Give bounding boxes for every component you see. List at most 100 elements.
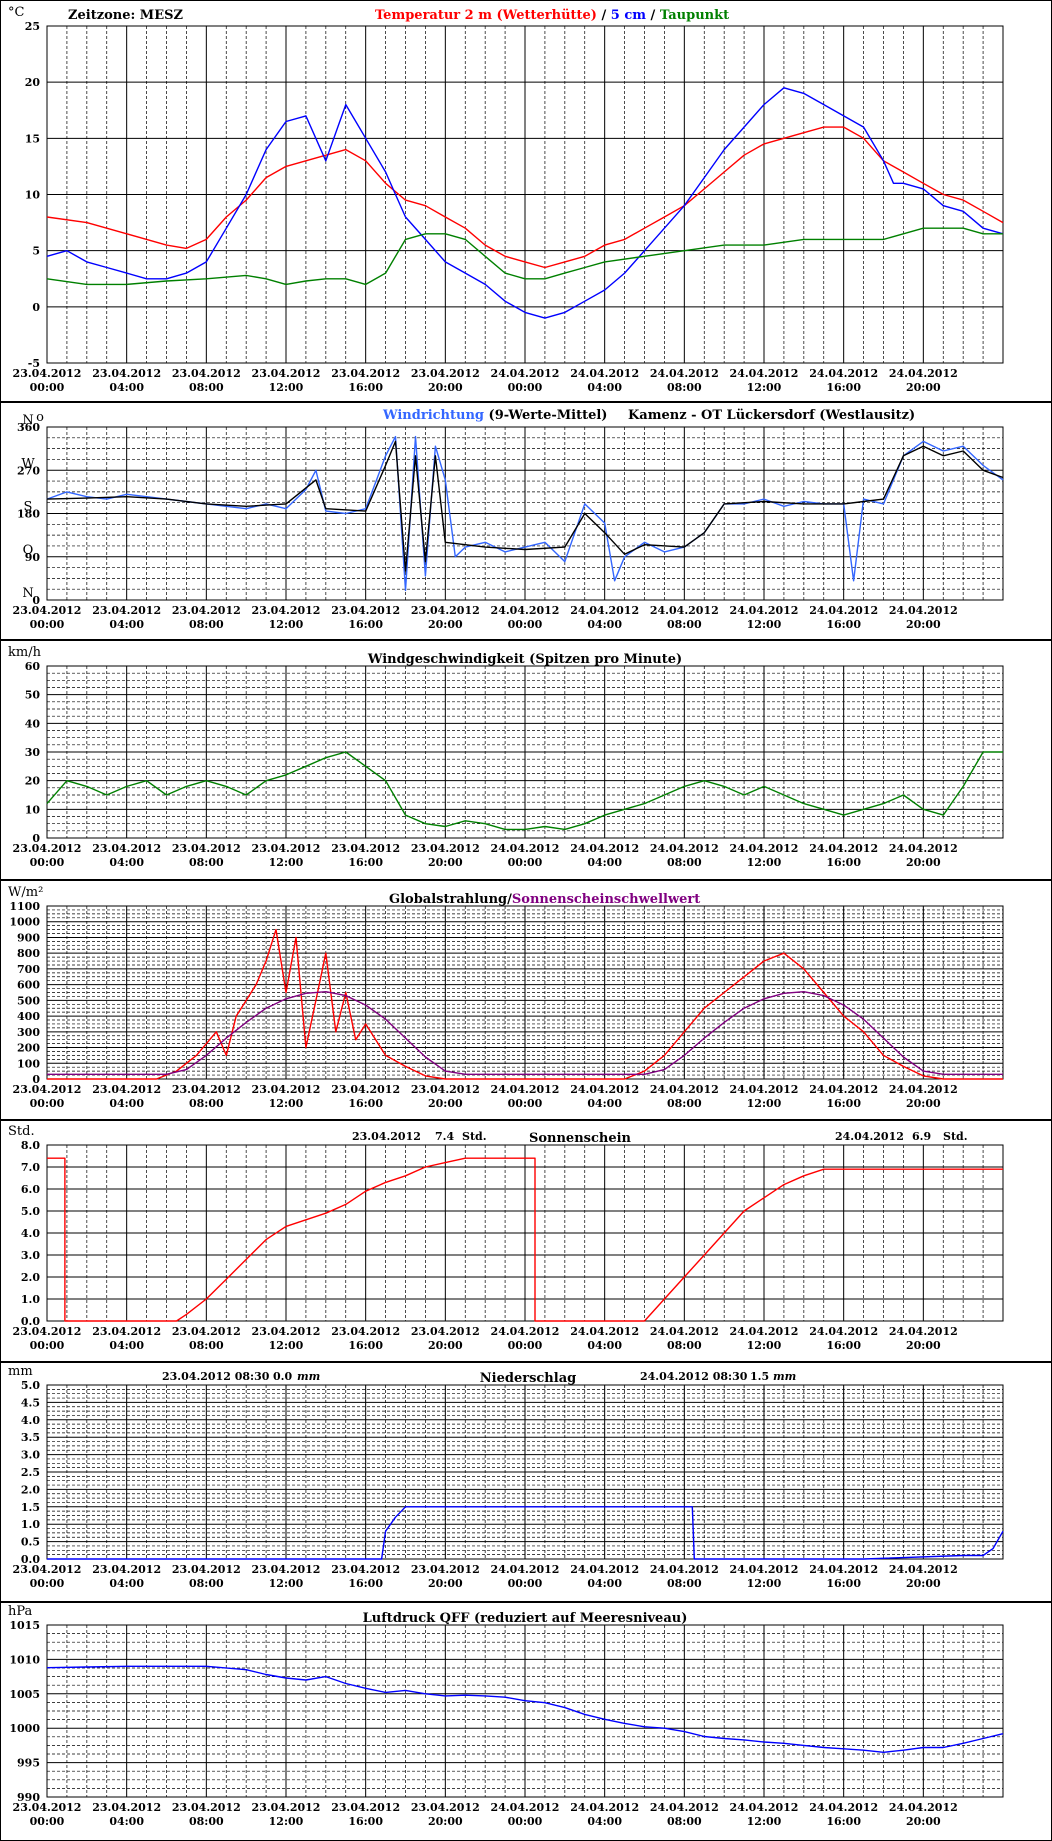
chart-title: Luftdruck QFF (reduziert auf Meeresnivea…	[363, 1611, 688, 1626]
x-tick-date: 24.04.2012	[491, 1563, 560, 1576]
x-tick-time: 20:00	[906, 1097, 941, 1110]
x-tick-time: 00:00	[30, 1097, 65, 1110]
x-tick-date: 24.04.2012	[809, 1325, 878, 1338]
y-tick-label: 3.0	[21, 1449, 40, 1462]
total-unit: mm	[773, 1370, 796, 1383]
x-tick-time: 12:00	[269, 1815, 304, 1828]
x-tick-time: 16:00	[348, 856, 383, 869]
y-tick-label: 360	[17, 421, 40, 434]
grid	[47, 25, 1003, 364]
total-value: 7.4	[435, 1130, 454, 1143]
x-tick-time: 12:00	[747, 1815, 782, 1828]
x-tick-date: 23.04.2012	[411, 1325, 480, 1338]
y-tick-label: 7.0	[21, 1161, 40, 1174]
x-tick-date: 24.04.2012	[809, 842, 878, 855]
x-tick-time: 04:00	[587, 381, 622, 394]
title-part: Taupunkt	[660, 8, 729, 23]
y-tick-label: 2.5	[21, 1466, 40, 1479]
x-tick-time: 16:00	[348, 1097, 383, 1110]
x-tick-date: 24.04.2012	[491, 1801, 560, 1814]
station-label: Kamenz - OT Lückersdorf (Westlausitz)	[628, 408, 915, 423]
x-tick-date: 23.04.2012	[92, 604, 161, 617]
y-tick-label: 3.5	[21, 1431, 40, 1444]
x-tick-time: 08:00	[667, 618, 702, 631]
x-tick-date: 23.04.2012	[411, 1563, 480, 1576]
x-tick-time: 08:00	[667, 1577, 702, 1590]
x-tick-date: 24.04.2012	[730, 367, 799, 380]
x-tick-date: 23.04.2012	[252, 1563, 321, 1576]
y-tick-label: 1.5	[21, 1501, 40, 1514]
y-tick-label: 60	[25, 660, 41, 673]
x-tick-date: 24.04.2012	[730, 1801, 799, 1814]
chart-panel-6: 5.0 4.5 4.0 3.5 3.0 2.5 2.0 1.5 1.0 0.5 0.0 mm 23.04…	[0, 1362, 1052, 1602]
y-tick-label: 5	[32, 245, 40, 258]
x-tick-time: 04:00	[109, 1097, 144, 1110]
y-tick-label: 1005	[9, 1688, 40, 1701]
x-tick-date: 23.04.2012	[252, 367, 321, 380]
x-tick-date: 23.04.2012	[411, 604, 480, 617]
x-tick-time: 08:00	[667, 1339, 702, 1352]
x-tick-time: 20:00	[906, 1577, 941, 1590]
x-tick-date: 24.04.2012	[491, 1083, 560, 1096]
x-tick-time: 16:00	[348, 618, 383, 631]
y-tick-label: 4.0	[21, 1414, 40, 1427]
x-tick-time: 04:00	[109, 1577, 144, 1590]
x-tick-date: 24.04.2012	[730, 842, 799, 855]
x-tick-date: 23.04.2012	[172, 604, 241, 617]
y-tick-label: 0.0	[21, 1553, 40, 1566]
series-line-green	[46, 751, 1003, 831]
series-line-black	[46, 440, 1004, 572]
x-tick-date: 24.04.2012	[650, 1801, 719, 1814]
plot-area	[46, 1624, 1004, 1798]
x-tick-date: 23.04.2012	[92, 1325, 161, 1338]
x-tick-date: 24.04.2012	[889, 1325, 958, 1338]
x-tick-time: 08:00	[189, 381, 224, 394]
y-unit-label: mm	[8, 1364, 33, 1379]
x-tick-date: 24.04.2012	[570, 1563, 639, 1576]
x-tick-date: 23.04.2012	[411, 1083, 480, 1096]
x-tick-date: 24.04.2012	[809, 1563, 878, 1576]
x-tick-time: 20:00	[906, 1815, 941, 1828]
x-tick-date: 24.04.2012	[809, 367, 878, 380]
x-tick-date: 23.04.2012	[92, 1563, 161, 1576]
y-tick-label: 0	[32, 594, 40, 607]
x-tick-date: 24.04.2012	[570, 1325, 639, 1338]
x-tick-time: 20:00	[428, 1097, 463, 1110]
y-tick-label: 700	[17, 963, 40, 976]
x-tick-time: 20:00	[906, 381, 941, 394]
x-tick-date: 23.04.2012	[13, 842, 82, 855]
title-part: Sonnenscheinschwellwert	[512, 892, 700, 907]
x-tick-date: 23.04.2012	[331, 367, 400, 380]
x-tick-date: 24.04.2012	[809, 1083, 878, 1096]
x-tick-time: 20:00	[906, 618, 941, 631]
x-tick-time: 00:00	[30, 381, 65, 394]
x-tick-time: 16:00	[826, 1815, 861, 1828]
x-tick-date: 23.04.2012	[13, 604, 82, 617]
x-tick-date: 23.04.2012	[252, 1801, 321, 1814]
y-unit-label: °C	[8, 5, 25, 20]
x-tick-time: 00:00	[30, 618, 65, 631]
series-line-green	[46, 227, 1003, 286]
x-tick-time: 12:00	[269, 1577, 304, 1590]
y-tick-label: 2.0	[21, 1483, 40, 1496]
x-tick-time: 08:00	[189, 1815, 224, 1828]
y-tick-label: 20	[25, 775, 41, 788]
x-tick-date: 24.04.2012	[570, 1083, 639, 1096]
total-date: 24.04.2012 08:30	[640, 1370, 748, 1383]
x-tick-time: 08:00	[189, 856, 224, 869]
x-tick-time: 04:00	[109, 381, 144, 394]
x-tick-time: 12:00	[747, 1577, 782, 1590]
compass-label: o	[36, 410, 44, 425]
title-part: (9-Werte-Mittel)	[484, 408, 607, 423]
series-line-red	[46, 126, 1004, 269]
x-tick-time: 04:00	[109, 1339, 144, 1352]
x-tick-date: 23.04.2012	[331, 1801, 400, 1814]
x-tick-date: 24.04.2012	[809, 604, 878, 617]
total-date: 24.04.2012	[835, 1130, 904, 1143]
total-unit: mm	[297, 1370, 320, 1383]
chart-title: Globalstrahlung/Sonnenscheinschwellwert	[389, 892, 700, 907]
x-tick-date: 23.04.2012	[92, 367, 161, 380]
x-tick-date: 24.04.2012	[730, 1563, 799, 1576]
x-tick-time: 00:00	[508, 618, 543, 631]
